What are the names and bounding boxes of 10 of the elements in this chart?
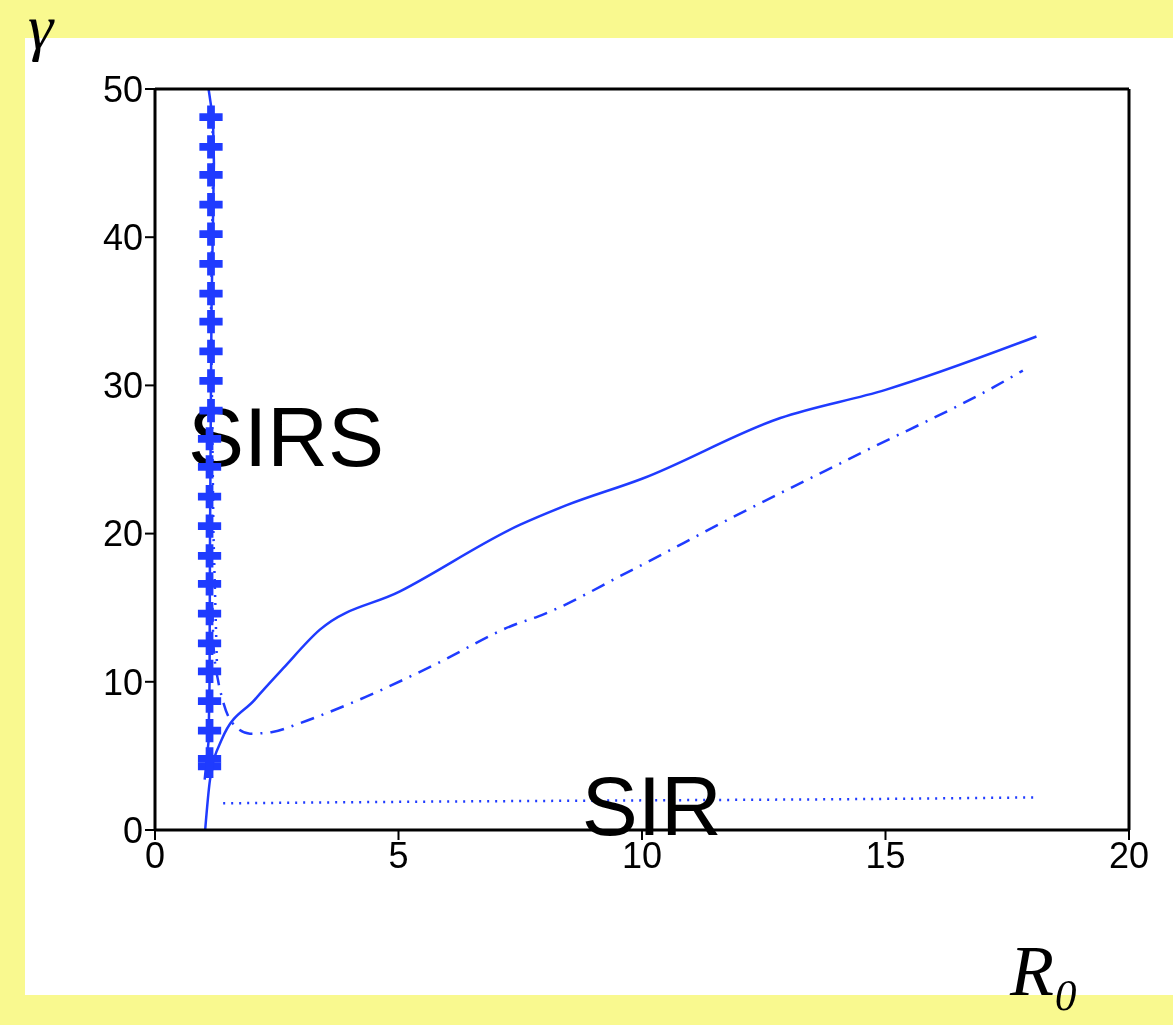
y-tick-label: 10	[102, 661, 143, 703]
y-tick-label: 20	[102, 513, 143, 555]
y-tick-label: 40	[102, 216, 143, 258]
x-axis-title: R₀	[1010, 930, 1080, 1013]
y-tick-label: 30	[102, 365, 143, 407]
x-tick-label: 20	[1108, 834, 1150, 876]
x-tick-label: 15	[865, 834, 906, 876]
y-axis-title: γ	[28, 0, 54, 64]
y-tick-label: 50	[102, 68, 143, 110]
x-tick-label: 5	[388, 834, 409, 876]
